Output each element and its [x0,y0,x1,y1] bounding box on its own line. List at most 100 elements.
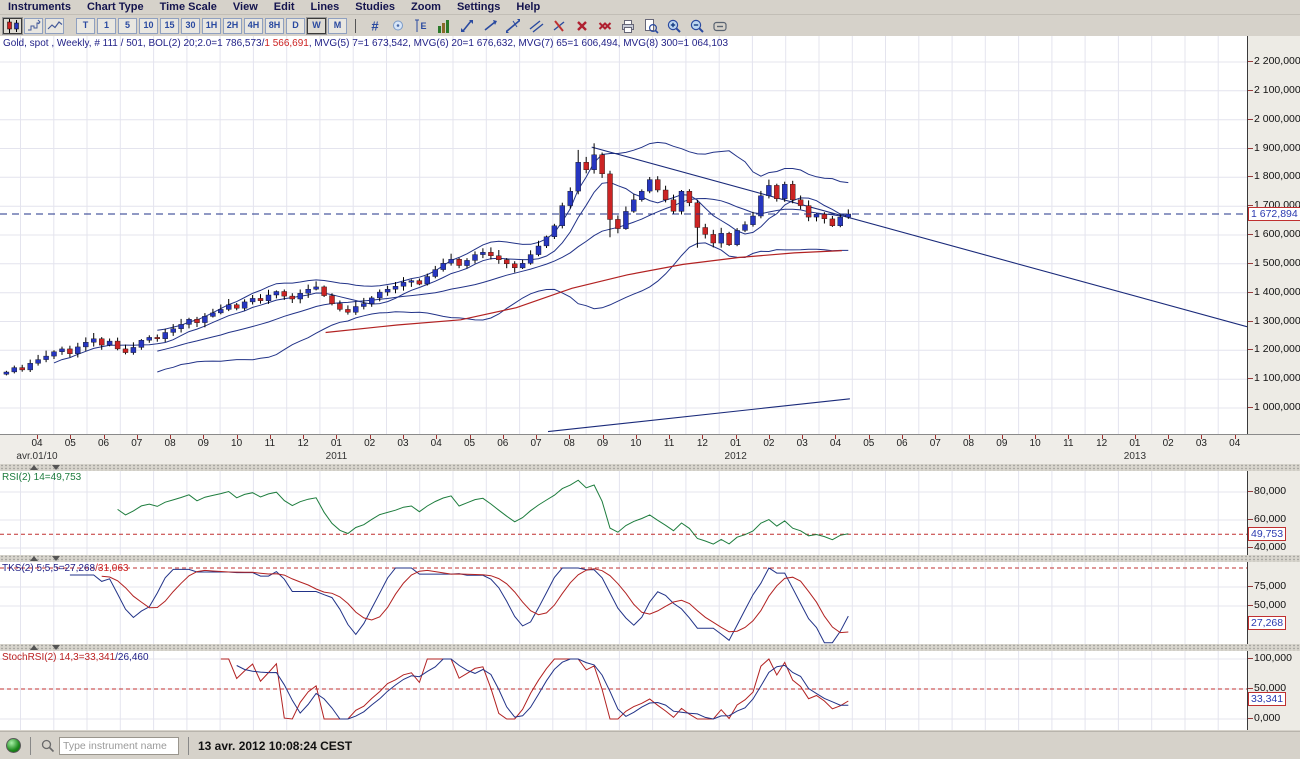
timeframe-button-8h[interactable]: 8H [265,17,284,34]
expand-panel-icon[interactable] [52,645,60,650]
candlestick-chart-icon [6,18,19,33]
time-axis-month-label: 02 [364,438,376,449]
time-axis-tick [702,435,704,439]
stochrsi-panel-axis[interactable]: 100,000 50,000 0,000 33,341 [1247,651,1300,730]
time-axis-tick [802,435,804,439]
expand-panel-icon[interactable] [52,556,60,561]
delete-drawing-button[interactable] [571,17,592,35]
menu-item-studies[interactable]: Studies [355,1,396,13]
panel-resize-handle[interactable] [0,555,1300,562]
menu-item-zoom[interactable]: Zoom [411,1,441,13]
time-axis-month-label: 04 [829,438,842,449]
print-preview-button[interactable] [640,17,661,35]
time-axis-year-label: avr.01/10 [16,451,58,462]
remove-line-button[interactable] [548,17,569,35]
volume-histogram-button[interactable] [433,17,454,35]
zoom-out-button[interactable] [686,17,707,35]
trend-ray-icon [484,19,497,31]
time-axis-month-label: 07 [530,438,542,449]
timeframe-button-5[interactable]: 5 [118,17,137,34]
timeframe-button-15[interactable]: 15 [160,17,179,34]
timeframe-button-t[interactable]: T [76,17,95,34]
time-axis-month-label: 10 [1029,438,1041,449]
timeframe-button-1[interactable]: 1 [97,17,116,34]
grid [0,562,1247,644]
timeframe-button-4h[interactable]: 4H [244,17,263,34]
indicator-axis-label: 50,000 [1247,599,1287,611]
timeframe-button-w[interactable]: W [307,17,326,34]
trend-parallel-button[interactable] [525,17,546,35]
candlestick-chart-button[interactable] [3,17,22,34]
menu-item-settings[interactable]: Settings [456,1,501,13]
expand-panel-icon[interactable] [52,465,60,470]
time-axis-tick [170,435,172,439]
time-axis-month-label: 09 [197,438,209,449]
time-axis-month-label: 04 [1229,438,1241,449]
hash-tool-button[interactable]: # [364,17,385,35]
time-axis-month-label: 02 [1162,438,1174,449]
svg-text:#: # [371,18,379,33]
print-icon [621,19,634,33]
timeframe-button-10[interactable]: 10 [139,17,158,34]
time-axis-month-label: 06 [97,438,110,449]
time-axis-year-label: 2013 [1123,451,1147,462]
timeframe-button-d[interactable]: D [286,17,305,34]
panel-resize-handle[interactable] [0,464,1300,471]
time-axis[interactable]: 04 05 06 07 08 09 10 11 12 01 02 03 04 05 06 07 08 09 10 11… [0,434,1300,465]
instrument-search-input[interactable] [59,736,179,755]
menu-item-help[interactable]: Help [516,1,541,13]
zoom-reset-icon [712,21,727,31]
menu-item-time-scale[interactable]: Time Scale [159,1,217,13]
step-chart-icon [27,19,41,30]
menu-item-chart-type[interactable]: Chart Type [86,1,144,13]
trend-extended-button[interactable] [502,17,523,35]
stochrsi-panel-plot[interactable]: StochRSI(2) 14,3=33,341/26,460 [0,651,1248,730]
status-datetime: 13 avr. 2012 10:08:24 CEST [198,738,353,753]
timeframe-button-2h[interactable]: 2H [223,17,242,34]
toolbar: T 1 5 10 15 30 1H 2H 4H 8H D W M # E [0,15,1300,36]
timeframe-button-m[interactable]: M [328,17,347,34]
alert-bubble-button[interactable] [387,17,408,35]
zoom-reset-button[interactable] [709,17,730,35]
time-axis-month-label: 11 [264,438,276,449]
trend-segment-button[interactable] [456,17,477,35]
time-axis-tick [1001,435,1003,439]
trend-ray-button[interactable] [479,17,500,35]
status-bar: 13 avr. 2012 10:08:24 CEST [0,731,1300,759]
timeframe-button-1h[interactable]: 1H [202,17,221,34]
price-scale-button[interactable]: E [410,17,431,35]
rsi-panel-plot[interactable]: RSI(2) 14=49,753 [0,471,1248,555]
stochastic-panel-axis[interactable]: 75,000 50,000 27,268 [1247,562,1300,644]
trend-parallel-icon [529,19,543,33]
delete-all-drawings-button[interactable] [594,17,615,35]
main-chart-plot[interactable]: Gold, spot , Weekly, # 111 / 501, BOL(2)… [0,36,1248,434]
step-chart-button[interactable] [24,17,43,34]
menu-item-edit[interactable]: Edit [273,1,295,13]
grid [0,471,1247,555]
collapse-panel-icon[interactable] [30,465,38,470]
rsi-panel-axis[interactable]: 80,000 60,000 40,000 49,753 [1247,471,1300,555]
stochastic-panel-plot[interactable]: TKS(2) 5;5,5=27,268/31,063 [0,562,1248,644]
menu-item-view[interactable]: View [232,1,258,13]
time-axis-month-label: 03 [397,438,409,449]
timeframe-button-30[interactable]: 30 [181,17,200,34]
main-price-axis[interactable]: 2 200,000 2 100,000 2 000,000 1 900,000 1 80… [1248,36,1300,434]
indicator-label-text: /31,063 [95,563,129,574]
time-axis-month-label: 09 [996,438,1008,449]
grid [0,36,1247,434]
price-axis-label: 1 200,000 [1248,343,1300,356]
collapse-panel-icon[interactable] [30,556,38,561]
menu-item-instruments[interactable]: Instruments [8,1,71,13]
menu-item-lines[interactable]: Lines [310,1,340,13]
indicator-label-text: StochRSI(2) 14,3=33,341 [2,652,116,663]
stochastic-indicator-label: TKS(2) 5;5,5=27,268/31,063 [2,563,129,574]
time-axis-month-label: 06 [896,438,908,449]
trendlines[interactable] [547,146,1247,433]
panel-resize-handle[interactable] [0,644,1300,651]
connection-status-icon [6,738,21,753]
collapse-panel-icon[interactable] [30,645,38,650]
line-chart-button[interactable] [45,17,64,34]
print-button[interactable] [617,17,638,35]
zoom-in-button[interactable] [663,17,684,35]
time-axis-year-label: 2011 [325,451,348,462]
